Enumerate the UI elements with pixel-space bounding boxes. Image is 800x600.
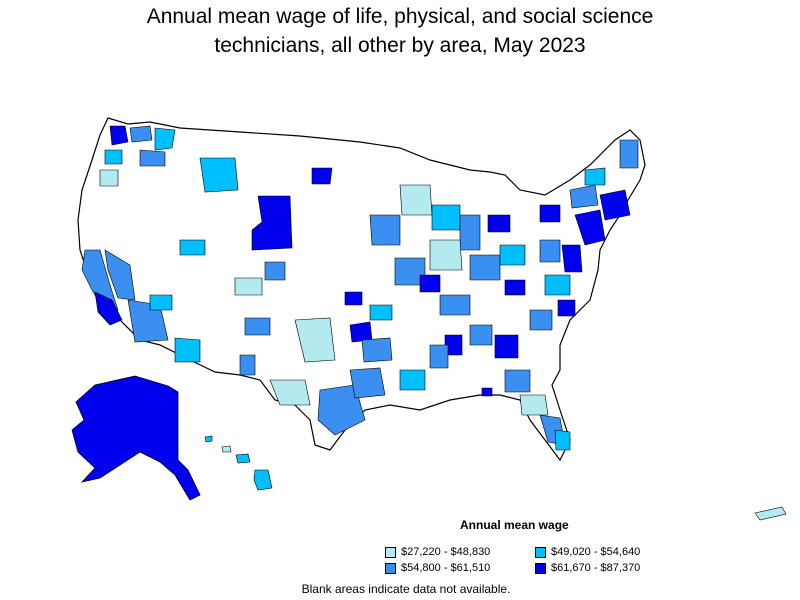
hawaii-islands: [204, 435, 273, 491]
map-title: Annual mean wage of life, physical, and …: [146, 5, 654, 57]
legend-item-tier4: $61,670 - $87,370: [535, 562, 685, 574]
area-regions: [81, 125, 639, 451]
legend-title: Annual mean wage: [460, 518, 569, 532]
legend-swatch: [385, 562, 396, 574]
legend-item-tier3: $54,800 - $61,510: [385, 562, 535, 574]
legend-swatch: [535, 562, 546, 574]
alaska-region: [71, 375, 201, 501]
legend-label: $54,800 - $61,510: [401, 562, 491, 574]
legend-swatch: [535, 546, 546, 558]
legend-label: $49,020 - $54,640: [551, 546, 641, 558]
puerto-rico-region: [754, 506, 787, 521]
legend-item-tier1: $27,220 - $48,830: [385, 546, 535, 558]
legend-swatch: [385, 546, 396, 558]
legend: Annual mean wage $27,220 - $48,830 $49,0…: [385, 518, 705, 574]
legend-item-tier2: $49,020 - $54,640: [535, 546, 685, 558]
legend-label: $61,670 - $87,370: [551, 562, 641, 574]
blank-areas-note: Blank areas indicate data not available.: [301, 582, 511, 596]
legend-label: $27,220 - $48,830: [401, 546, 491, 558]
